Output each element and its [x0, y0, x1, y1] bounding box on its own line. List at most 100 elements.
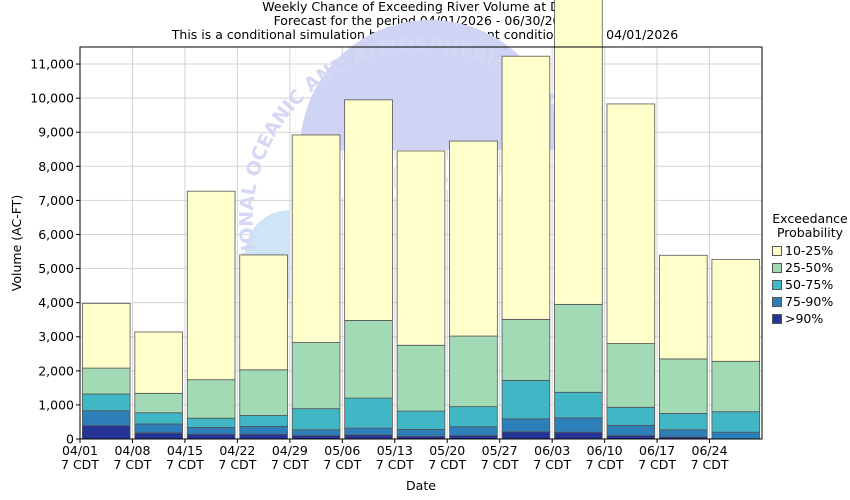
x-tick-label: 05/27 [482, 443, 518, 458]
x-tick-sublabel: 7 CDT [481, 457, 519, 472]
bar-segment [81, 302, 131, 369]
bar-segment [396, 150, 446, 346]
bar-segment [501, 55, 551, 320]
bar-segment [344, 397, 393, 429]
bar-segment [291, 435, 341, 440]
legend-item: >90% [770, 310, 850, 327]
x-tick-sublabel: 7 CDT [166, 457, 204, 472]
bar-segment [344, 427, 393, 436]
y-tick-label: 9,000 [38, 125, 74, 140]
bar-segment [659, 429, 708, 438]
bar-segment [711, 360, 761, 413]
legend-label: 10-25% [785, 243, 834, 258]
bars [81, 0, 761, 440]
bar-segment [134, 412, 183, 425]
bar-segment [396, 344, 446, 412]
y-tick-label: 2,000 [38, 363, 74, 378]
legend-items: 10-25% 25-50% 50-75% 75-90% >90% [770, 242, 850, 327]
bar-stack-04-29 [291, 134, 341, 440]
bar-stack-05-06 [344, 99, 393, 440]
y-tick-label: 5,000 [38, 261, 74, 276]
x-tick-sublabel: 7 CDT [638, 457, 676, 472]
bar-segment [554, 391, 603, 419]
bar-segment [449, 335, 498, 408]
bar-stack-04-08 [134, 331, 183, 440]
bar-stack-04-22 [239, 254, 288, 440]
bar-segment [449, 406, 498, 428]
bar-segment [659, 413, 708, 431]
bar-segment [554, 303, 603, 393]
legend-item: 50-75% [770, 276, 850, 293]
legend-title: Exceedance Probability [770, 212, 850, 240]
x-tick-sublabel: 7 CDT [376, 457, 414, 472]
legend-title-line-2: Probability [776, 225, 844, 240]
bar-segment [344, 434, 393, 440]
bar-segment [239, 425, 288, 435]
bar-segment [501, 418, 551, 433]
bar-segment [239, 369, 288, 416]
legend-item: 10-25% [770, 242, 850, 259]
y-tick-label: 11,000 [30, 57, 74, 72]
y-axis-label: Volume (AC-FT) [9, 195, 24, 291]
bar-segment [81, 367, 131, 395]
x-tick-label: 04/29 [272, 443, 308, 458]
bar-segment [659, 358, 708, 414]
bar-segment [449, 426, 498, 436]
bar-segment [134, 392, 183, 414]
x-tick-label: 04/08 [114, 443, 150, 458]
bar-stack-04-01 [81, 302, 131, 440]
bar-segment [81, 393, 131, 412]
bar-segment [396, 429, 446, 437]
bar-segment [606, 343, 656, 408]
y-tick-label: 10,000 [30, 91, 74, 106]
legend-swatch [772, 279, 782, 290]
x-tick-label: 05/20 [429, 443, 465, 458]
y-tick-label: 3,000 [38, 329, 74, 344]
legend-swatch [772, 296, 782, 307]
bar-segment [291, 342, 341, 410]
bar-segment [239, 254, 288, 371]
bar-segment [501, 431, 551, 440]
bar-segment [554, 417, 603, 433]
axes [79, 46, 763, 440]
bar-segment [606, 103, 656, 344]
plot-frame [79, 46, 763, 440]
bar-segment [344, 319, 393, 399]
x-axis-label: Date [406, 478, 436, 493]
bar-segment [659, 254, 708, 360]
x-tick-sublabel: 7 CDT [428, 457, 466, 472]
legend-label: 25-50% [785, 260, 834, 275]
bar-segment [396, 410, 446, 430]
legend-swatch [772, 262, 782, 273]
legend-title-line-1: Exceedance [772, 211, 848, 226]
x-tick-label: 06/03 [534, 443, 570, 458]
bar-stack-05-13 [396, 150, 446, 440]
bar-segment [711, 258, 761, 362]
y-tick-label: 0 [66, 432, 74, 447]
chart-title: Weekly Chance of Exceeding River Volume … [262, 0, 588, 14]
bar-segment [606, 435, 656, 440]
bar-stack-05-27 [501, 55, 551, 440]
x-tick-sublabel: 7 CDT [691, 457, 729, 472]
bar-segment [606, 406, 656, 426]
bar-stack-04-15 [186, 190, 236, 440]
bar-stack-06-24 [711, 258, 761, 440]
legend-item: 25-50% [770, 259, 850, 276]
bar-segment [501, 318, 551, 381]
bar-segment [449, 140, 498, 337]
bar-segment [81, 410, 131, 427]
bar-segment [554, 0, 603, 305]
legend-swatch [772, 245, 782, 256]
bar-stack-05-20 [449, 140, 498, 440]
bar-segment [134, 432, 183, 440]
bar-segment [81, 425, 131, 440]
x-tick-sublabel: 7 CDT [271, 457, 309, 472]
bar-stack-06-10 [606, 103, 656, 440]
x-tick-sublabel: 7 CDT [61, 457, 99, 472]
legend-label: >90% [785, 311, 824, 326]
x-tick-sublabel: 7 CDT [533, 457, 571, 472]
x-tick-label: 06/24 [692, 443, 728, 458]
bar-segment [186, 427, 236, 435]
